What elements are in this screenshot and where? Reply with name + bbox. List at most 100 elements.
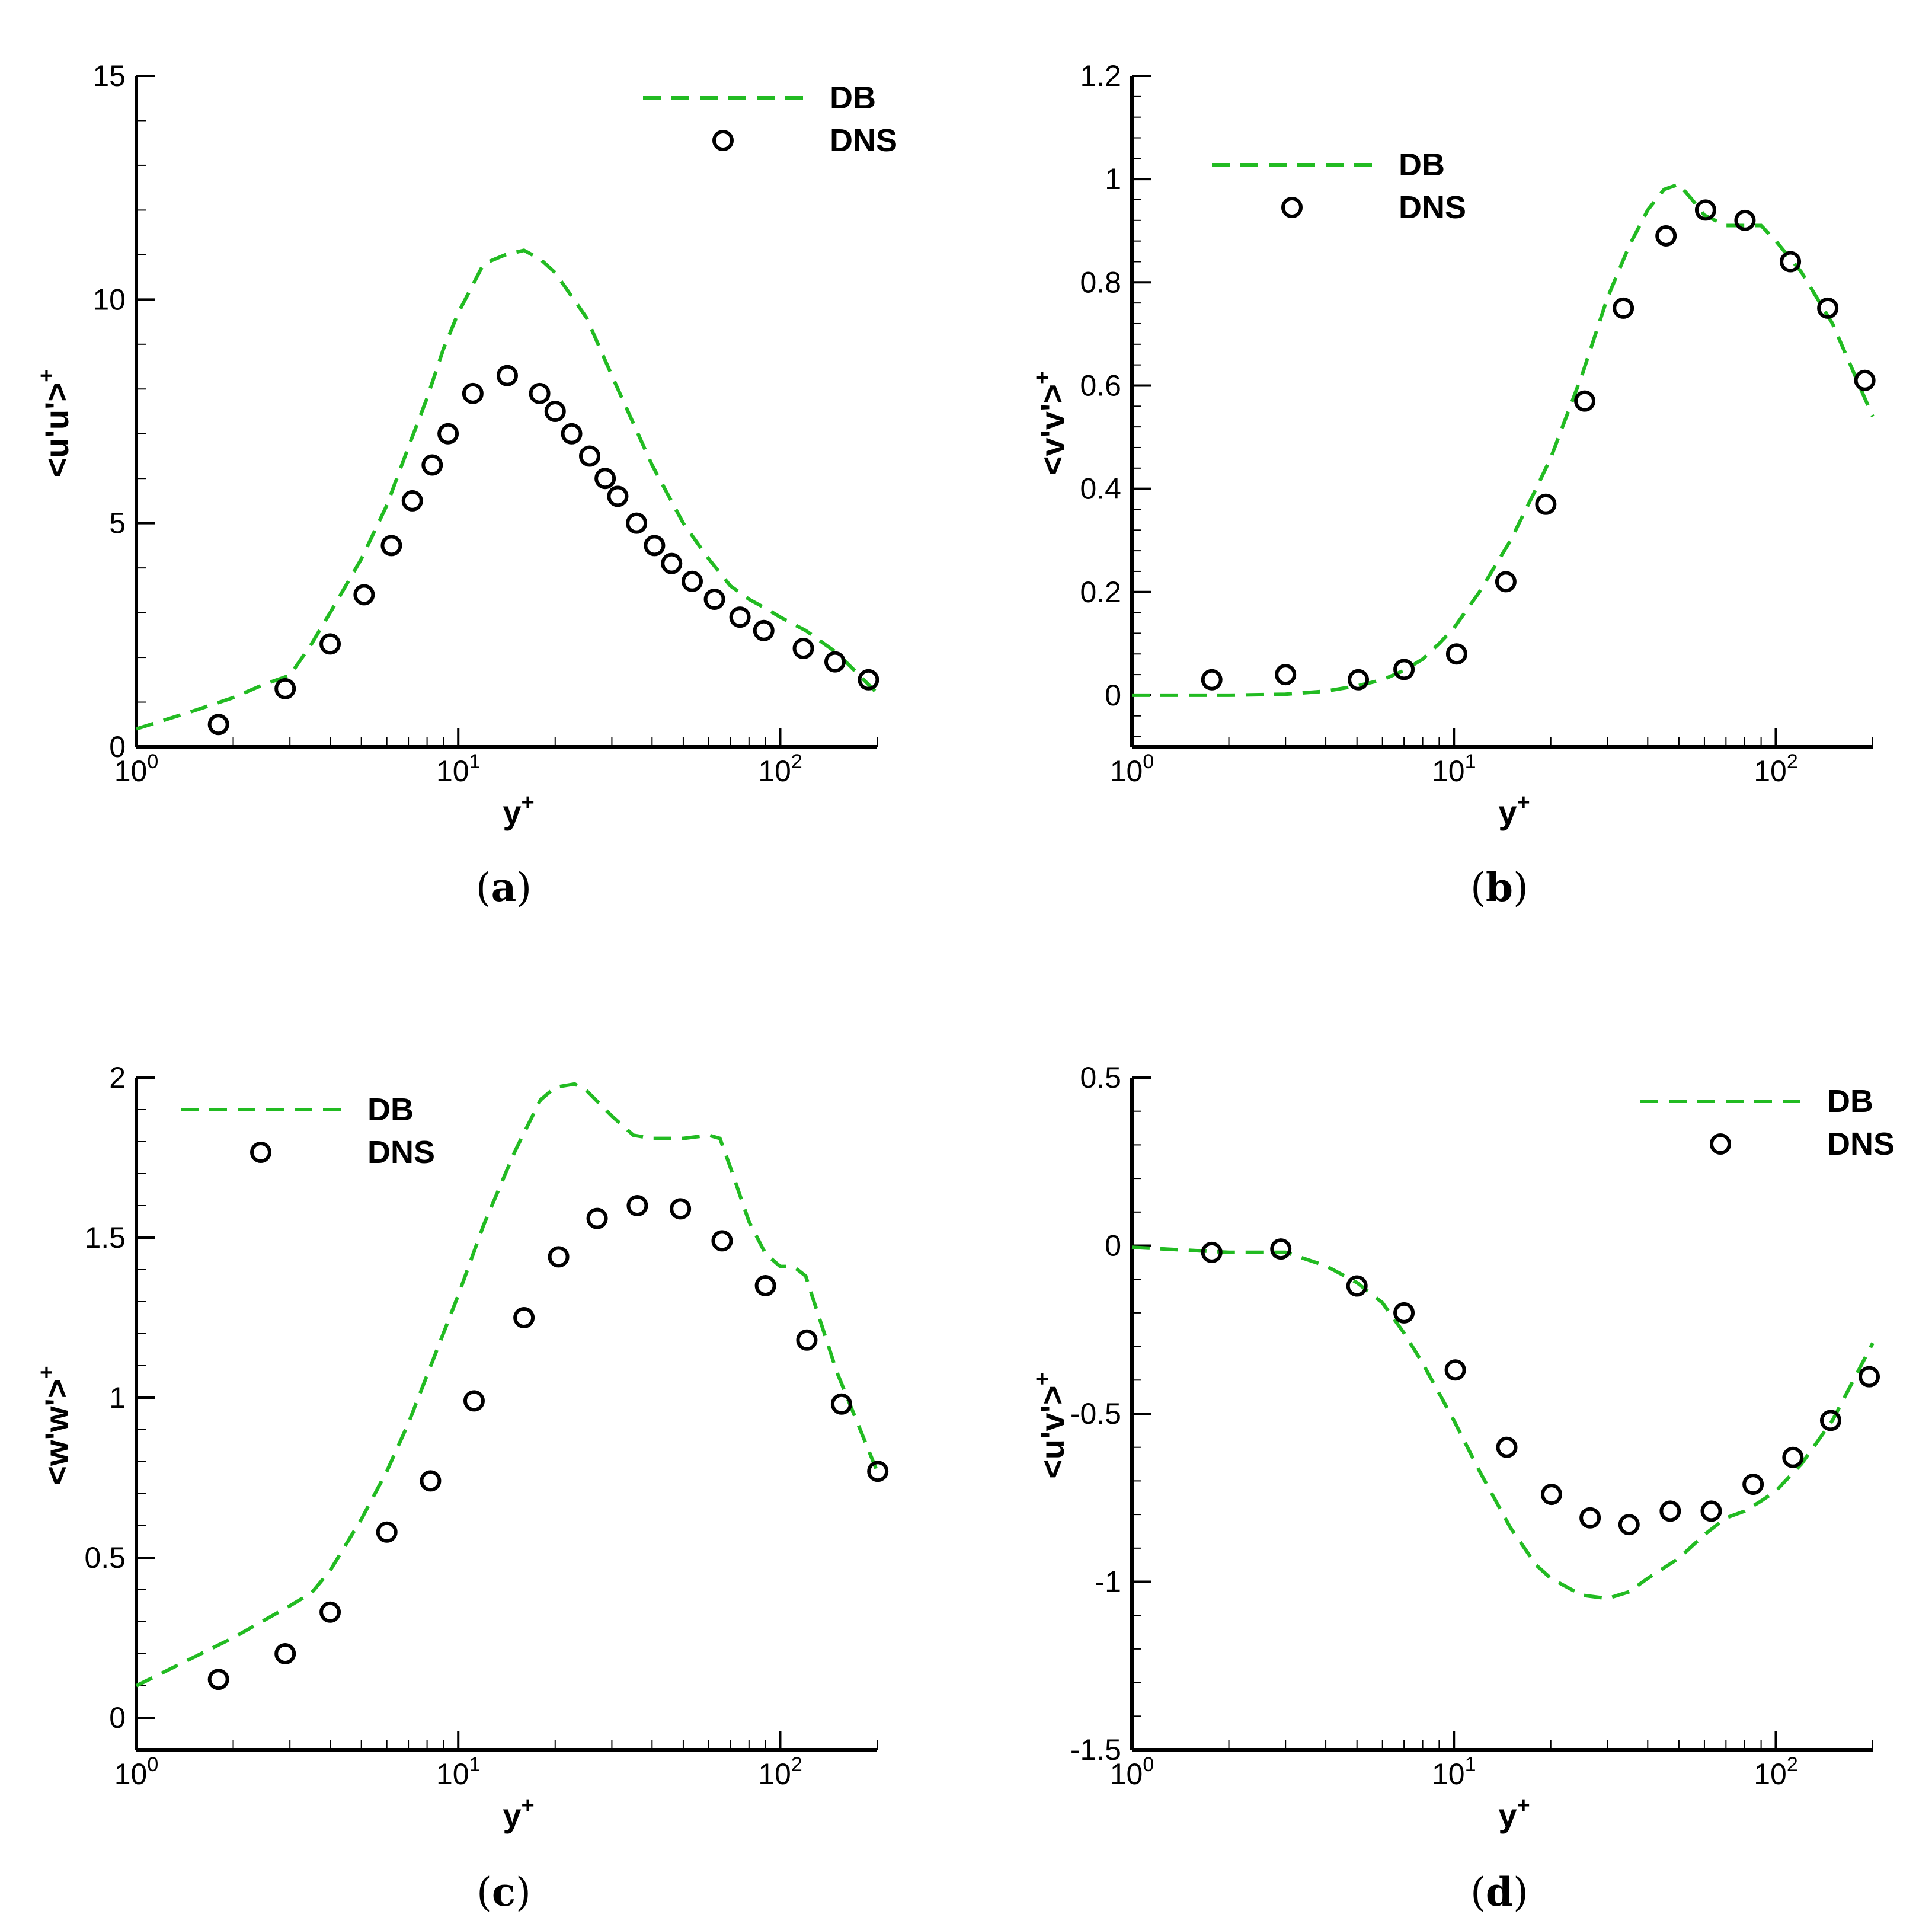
series-dns-marker xyxy=(1574,390,1596,412)
caption-letter: b xyxy=(1486,864,1513,910)
x-tick-label: 100 xyxy=(1110,750,1154,788)
y-axis-title-sup: + xyxy=(34,1366,59,1379)
x-tick-label: 102 xyxy=(1754,750,1798,788)
y-tick-label: 0.6 xyxy=(1080,369,1121,402)
series-dns-marker xyxy=(421,454,443,476)
x-axis-title-sup: + xyxy=(521,790,534,815)
series-dns-marker xyxy=(1780,251,1802,273)
series-dns-marker xyxy=(207,1669,229,1690)
x-axis-title-sup: + xyxy=(1517,1793,1530,1818)
y-tick-label: 15 xyxy=(92,59,126,92)
series-dns-marker xyxy=(353,584,375,606)
x-axis-title-main: y xyxy=(1498,1797,1517,1834)
series-dns-marker xyxy=(1694,199,1716,221)
x-tick-label: 100 xyxy=(114,1753,159,1791)
x-tick-base: 10 xyxy=(1432,755,1465,788)
caption-close-paren: ) xyxy=(1513,865,1528,910)
legend-dns-swatch xyxy=(712,130,734,151)
series-dns-marker xyxy=(858,669,879,691)
x-tick-base: 10 xyxy=(1110,1757,1143,1791)
series-dns-marker xyxy=(1201,1241,1223,1263)
y-axis-title: <u'v'>+ xyxy=(1030,1372,1071,1479)
legend: DB DNS xyxy=(1640,1084,1895,1162)
series-dns-marker xyxy=(319,1601,341,1623)
series-dns-marker xyxy=(753,619,775,641)
series-dns-marker xyxy=(1819,1410,1841,1431)
y-tick-label: -1.5 xyxy=(1070,1733,1121,1766)
series-dns-marker xyxy=(824,651,846,673)
y-axis-title-main: <v'v'> xyxy=(1034,384,1071,475)
series-dns-marker xyxy=(1496,1436,1518,1458)
series-dns-marker xyxy=(594,468,616,490)
x-tick-base: 10 xyxy=(114,1757,148,1791)
legend-dns-label: DNS xyxy=(1399,190,1466,225)
series-dns-marker xyxy=(626,512,648,534)
y-tick-label: 0 xyxy=(109,730,126,763)
series-dns-marker xyxy=(437,423,459,445)
x-tick-base: 10 xyxy=(1754,755,1787,788)
caption-close-paren: ) xyxy=(516,865,532,910)
series-dns-marker xyxy=(1393,1302,1415,1324)
series-dns-marker xyxy=(274,1643,296,1664)
series-dns-marker xyxy=(670,1198,692,1220)
legend-dns-label: DNS xyxy=(1827,1126,1895,1162)
series-dns-marker xyxy=(586,1207,608,1229)
x-tick-label: 101 xyxy=(436,1753,481,1791)
series-dns-marker xyxy=(462,382,484,404)
series-dns-marker xyxy=(607,485,629,507)
caption-letter: d xyxy=(1486,1869,1513,1915)
legend: DB DNS xyxy=(181,1092,435,1170)
x-tick-exponent: 1 xyxy=(1465,1753,1476,1776)
x-tick-label: 100 xyxy=(114,750,159,788)
series-dns-marker xyxy=(1579,1507,1601,1529)
x-tick-exponent: 2 xyxy=(1787,750,1798,773)
series-dns-marker xyxy=(1700,1500,1722,1522)
series-dns-marker xyxy=(496,365,518,386)
y-tick-label: 0.4 xyxy=(1080,472,1121,506)
series-dns-marker xyxy=(1613,297,1634,319)
series-dns-marker xyxy=(463,1390,485,1412)
panel-caption: (d) xyxy=(1470,1869,1528,1915)
series-dns-marker xyxy=(754,1275,776,1296)
x-tick-exponent: 2 xyxy=(791,750,802,773)
series-dns-marker xyxy=(1782,1446,1804,1468)
series-dns-marker xyxy=(1393,659,1415,680)
series-dns-marker xyxy=(579,445,601,467)
caption-open-paren: ( xyxy=(1470,865,1486,910)
x-tick-label: 100 xyxy=(1110,1753,1154,1791)
caption-letter: a xyxy=(491,864,517,910)
legend-db-label: DB xyxy=(1399,147,1445,183)
series-dns-marker xyxy=(548,1246,570,1268)
x-axis-title: y+ xyxy=(1498,790,1530,831)
y-tick-label: 2 xyxy=(109,1061,126,1094)
panel-caption: (c) xyxy=(476,1869,531,1915)
series-dns-marker xyxy=(1201,669,1223,691)
series-dns-marker xyxy=(1445,643,1467,665)
x-tick-label: 102 xyxy=(758,1753,802,1791)
series-dns-marker xyxy=(867,1461,889,1482)
x-tick-base: 10 xyxy=(758,1757,791,1791)
series-dns-marker xyxy=(1618,1514,1640,1536)
series-dns-marker xyxy=(1270,1238,1292,1260)
panel-caption: (a) xyxy=(476,864,532,910)
legend-dns-swatch xyxy=(1281,197,1303,218)
x-tick-exponent: 0 xyxy=(147,750,158,773)
x-tick-base: 10 xyxy=(436,1757,469,1791)
y-axis-title-main: <u'u'> xyxy=(38,382,75,477)
y-tick-label: 1 xyxy=(109,1381,126,1414)
x-tick-base: 10 xyxy=(114,755,148,788)
y-axis-title: <v'v'>+ xyxy=(1030,371,1071,476)
legend-dns-label: DNS xyxy=(367,1135,435,1170)
y-tick-label: 0.2 xyxy=(1080,576,1121,609)
series-dns-marker xyxy=(729,606,751,628)
series-dns-marker xyxy=(644,535,666,557)
x-tick-label: 101 xyxy=(1432,1753,1476,1791)
series-dns-marker xyxy=(1540,1484,1562,1506)
series-dns-marker xyxy=(792,637,814,659)
x-tick-exponent: 2 xyxy=(1787,1753,1798,1776)
x-tick-base: 10 xyxy=(436,755,469,788)
